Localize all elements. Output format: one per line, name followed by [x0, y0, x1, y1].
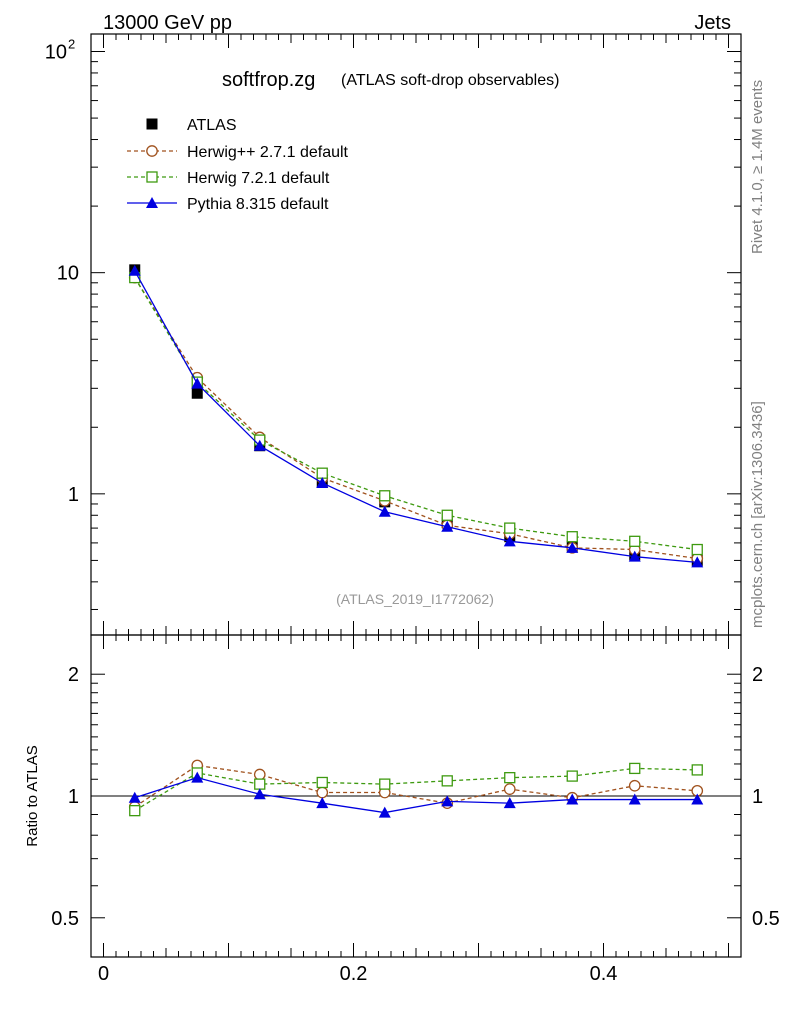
main-pythia-line [134, 270, 698, 564]
ratio-herwig7-point [129, 805, 141, 817]
main-pythia-point [316, 476, 329, 488]
ratio-herwigpp-point [628, 779, 641, 792]
main-pythia-point [566, 541, 579, 553]
ratio-herwig7-point [691, 764, 703, 776]
main-y-tick-label: 10 [45, 42, 67, 64]
ratio-herwig7-point [254, 778, 266, 790]
ratio-herwig7-point [504, 772, 516, 784]
ratio-herwig7-point [379, 778, 391, 790]
ratio-pythia-point [378, 806, 391, 818]
mcplots-label: mcplots.cern.ch [arXiv:1306.3436] [749, 401, 766, 628]
ratio-pythia-point [191, 771, 204, 783]
main-herwig7-point [316, 467, 328, 479]
ratio-herwigpp-point [316, 786, 329, 799]
x-axis-ticks: 0 0.2 0.4 [98, 34, 729, 985]
ratio-y-tick-label-left: 0.5 [51, 908, 79, 930]
ratio-herwigpp-line [134, 764, 698, 808]
main-y-tick-label-exponent: 2 [68, 37, 75, 52]
main-herwigpp-line [134, 277, 698, 560]
main-atlas-point [191, 387, 203, 399]
main-herwig7-point [566, 531, 578, 543]
x-tick-label: 0 [98, 963, 109, 985]
main-pythia-point [253, 439, 266, 451]
ratio-y-tick-label-right: 0.5 [752, 908, 780, 930]
header-right: Jets [694, 12, 731, 34]
ratio-y-tick-label-right: 1 [752, 786, 763, 808]
main-pythia-point [128, 264, 141, 276]
main-herwig7-point [691, 543, 703, 556]
ratio-y-tick-label-right: 2 [752, 664, 763, 686]
ratio-pythia-point [628, 793, 641, 805]
main-pythia-point [191, 377, 204, 389]
ratio-y-tick-label-left: 1 [68, 786, 79, 808]
main-series-group [128, 264, 704, 568]
main-herwig7-point [504, 522, 516, 534]
legend-pythia-label: Pythia 8.315 default [187, 196, 329, 213]
x-tick-label: 0.2 [340, 963, 368, 985]
header-left: 13000 GeV pp [103, 12, 232, 34]
ratio-axis-ticks: 2 2 1 1 0.5 0.5 [51, 634, 780, 958]
main-pythia-point [628, 550, 641, 562]
chart-title: softfrop.zg [222, 69, 315, 91]
ratio-pythia-point [128, 791, 141, 803]
legend-herwig7-label: Herwig 7.2.1 default [187, 170, 330, 187]
ratio-herwig7-point [629, 762, 641, 775]
ratio-series-group [128, 759, 704, 818]
ratio-pythia-point [441, 795, 454, 807]
legend-pythia-marker [146, 197, 158, 208]
legend-herwigpp-label: Herwig++ 2.7.1 default [187, 144, 349, 161]
ratio-pythia-point [691, 793, 704, 805]
legend-atlas-label: ATLAS [187, 117, 237, 134]
main-pythia-point [378, 505, 391, 517]
ratio-pythia-point [316, 797, 329, 809]
ratio-herwigpp-point [503, 783, 516, 795]
ratio-herwig7-point [566, 770, 578, 782]
ratio-y-label: Ratio to ATLAS [24, 745, 41, 846]
legend-herwig7-marker [146, 171, 158, 183]
chart-subtitle: (ATLAS soft-drop observables) [341, 72, 559, 89]
legend: ATLAS Herwig++ 2.7.1 default Herwig 7.2.1 … [127, 117, 349, 213]
main-pythia-point [691, 556, 704, 568]
main-herwig7-point [441, 509, 453, 521]
ratio-pythia-line [134, 776, 698, 814]
rivet-label: Rivet 4.1.0, ≥ 1.4M events [749, 80, 766, 254]
main-herwig7-point [629, 535, 641, 547]
ratio-pythia-point [503, 797, 516, 809]
ratio-y-tick-label-left: 2 [68, 664, 79, 686]
main-herwig7-line [134, 277, 698, 551]
legend-atlas-marker [146, 118, 158, 130]
ratio-herwig7-point [441, 775, 453, 787]
ratio-herwig7-point [316, 776, 328, 789]
analysis-label: (ATLAS_2019_I1772062) [336, 591, 494, 607]
main-y-tick-label: 10 [57, 263, 79, 285]
ratio-herwigpp-point [253, 768, 266, 781]
x-tick-label: 0.4 [590, 963, 618, 985]
main-pythia-point [503, 535, 516, 547]
ratio-pythia-point [566, 793, 579, 805]
main-pythia-point [441, 520, 454, 532]
legend-herwigpp-marker [146, 145, 158, 157]
main-herwig7-point [379, 490, 391, 502]
ratio-pythia-point [253, 788, 266, 800]
main-y-tick-label: 1 [68, 484, 79, 506]
